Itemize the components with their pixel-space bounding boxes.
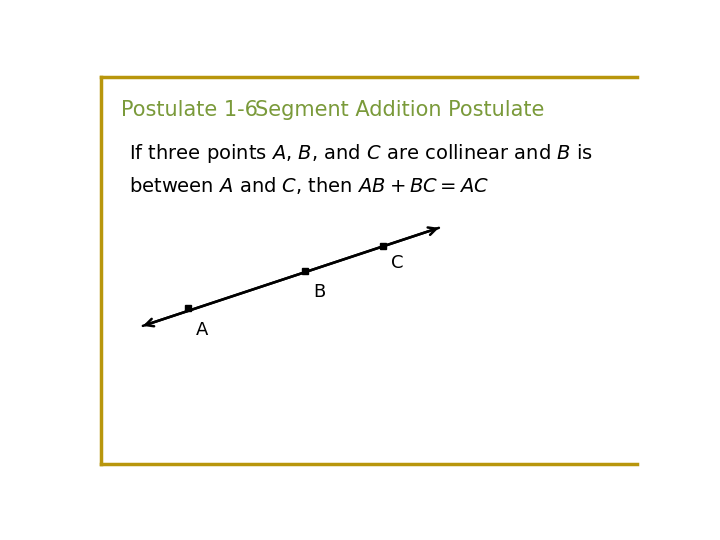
Text: B: B [313, 283, 325, 301]
Text: C: C [392, 254, 404, 272]
Text: Postulate 1-6: Postulate 1-6 [121, 100, 258, 120]
Text: A: A [196, 321, 208, 339]
Text: Segment Addition Postulate: Segment Addition Postulate [255, 100, 544, 120]
Text: between $A$ and $C$, then $AB + BC = AC$: between $A$ and $C$, then $AB + BC = AC$ [129, 175, 489, 196]
Text: If three points $A$, $B$, and $C$ are collinear and $B$ is: If three points $A$, $B$, and $C$ are co… [129, 141, 593, 165]
